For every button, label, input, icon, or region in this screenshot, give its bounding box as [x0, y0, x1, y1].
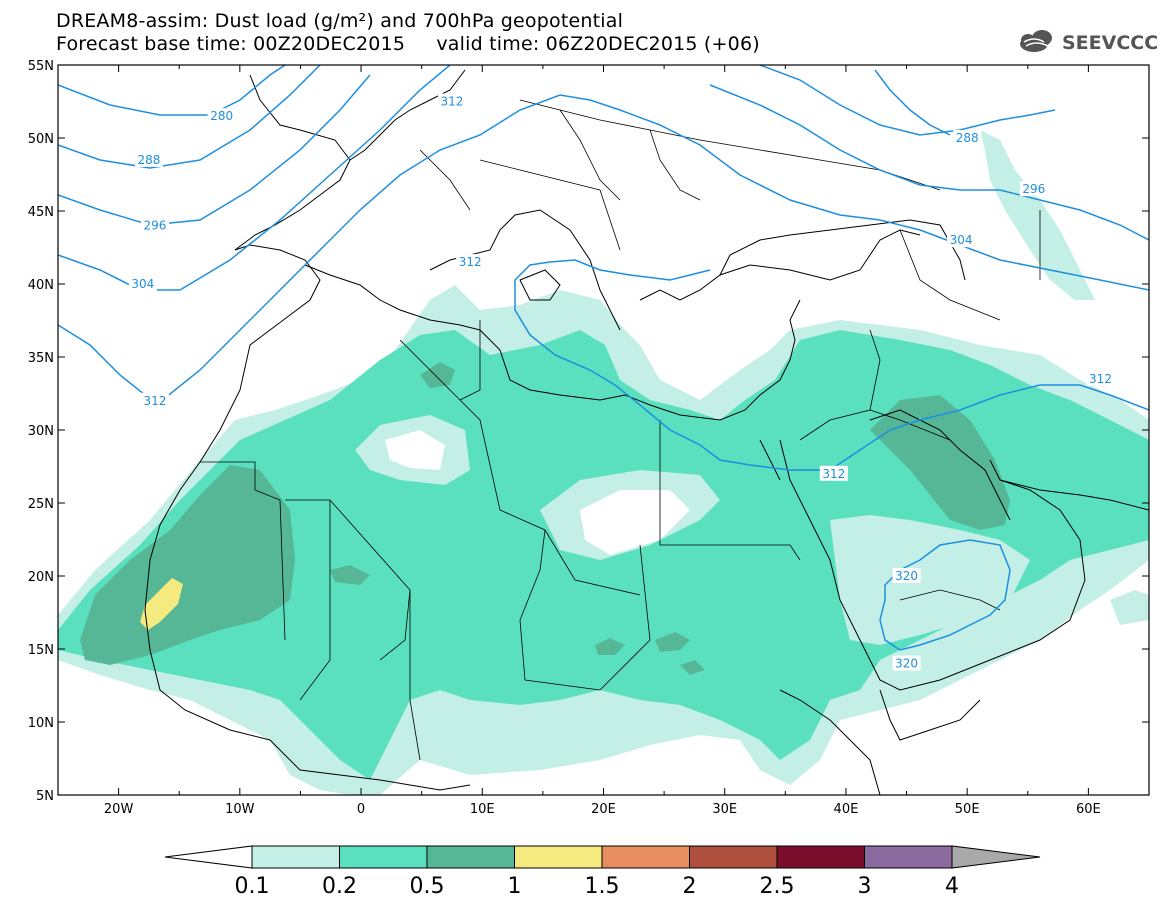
colorbar-label: 2.5 [760, 874, 795, 899]
contour-label-bg [892, 655, 921, 671]
logo-text: SEEVCCC [1062, 32, 1158, 54]
lon-tick-label: 10E [470, 802, 495, 817]
colorbar-box [689, 845, 778, 869]
colorbar: 0.1 0.2 0.5 1 1.5 2 2.5 3 4 [164, 845, 1041, 899]
contour-label: 296 [144, 219, 167, 233]
lat-tick-label: 45N [28, 205, 54, 220]
colorbar-box [514, 845, 603, 869]
contour-label: 288 [956, 131, 979, 145]
lon-tick-label: 20W [104, 802, 134, 817]
contour-label: 312 [144, 394, 167, 408]
latitude-axis: 55N 50N 45N 40N 35N 30N 25N 20N 15N 10N 5N [28, 59, 1149, 804]
colorbar-label: 4 [945, 874, 959, 899]
map-title: DREAM8-assim: Dust load (g/m²) and 700hP… [56, 10, 624, 32]
lon-tick-label: 10W [225, 802, 255, 817]
colorbar-under-triangle [164, 845, 253, 869]
colorbar-label: 0.1 [235, 874, 270, 899]
lat-tick-label: 55N [28, 59, 54, 74]
seevccc-logo: SEEVCCC [1020, 30, 1158, 54]
contour-label: 288 [137, 153, 160, 167]
lon-tick-label: 20E [591, 802, 616, 817]
contour-label-bg [128, 276, 157, 291]
contour-label-bg [819, 465, 848, 481]
contour-label: 280 [210, 109, 233, 123]
contour-labels: 280 288 296 304 312 312 312 312 312 288 296 304 320 3… [128, 93, 1115, 671]
dust-shade-1 [140, 578, 183, 630]
colorbar-box [601, 845, 690, 869]
contour-label-bg [1086, 370, 1115, 386]
lat-tick-label: 30N [28, 424, 54, 439]
contour-label-bg [456, 254, 485, 270]
colorbar-label: 3 [858, 874, 872, 899]
colorbar-label: 1.5 [585, 874, 620, 899]
contour-label-bg [437, 93, 466, 109]
forecast-time-line: Forecast base time: 00Z20DEC2015 valid t… [56, 33, 760, 55]
lat-tick-label: 20N [28, 570, 54, 585]
lat-tick-label: 35N [28, 351, 54, 366]
contour-label: 304 [950, 233, 973, 247]
lat-tick-label: 10N [28, 716, 54, 731]
contour-label-bg [140, 217, 169, 233]
colorbar-over-triangle [951, 845, 1041, 869]
cloud-icon [1020, 30, 1052, 52]
colorbar-box [339, 845, 428, 869]
contour-label-bg [953, 130, 982, 145]
contour-label-bg [134, 151, 163, 167]
contour-label: 320 [895, 569, 918, 583]
lon-tick-label: 30E [712, 802, 737, 817]
contour-label: 312 [822, 467, 845, 481]
lon-tick-label: 40E [834, 802, 859, 817]
colorbar-label: 0.2 [322, 874, 357, 899]
contour-label-bg [207, 108, 236, 124]
lon-tick-label: 60E [1076, 802, 1101, 817]
contour-label: 296 [1022, 182, 1045, 196]
colorbar-box [426, 845, 515, 869]
contour-label-bg [1019, 181, 1048, 197]
contour-label-bg [892, 568, 921, 583]
dust-field [58, 130, 1149, 795]
colorbar-label: 2 [683, 874, 697, 899]
colorbar-box [776, 845, 865, 869]
longitude-axis: 20W 10W 0 10E 20E 30E 40E 50E 60E [57, 65, 1150, 817]
contour-label: 320 [895, 657, 918, 671]
lat-tick-label: 25N [28, 497, 54, 512]
contour-label: 312 [1089, 372, 1112, 386]
lat-tick-label: 15N [28, 643, 54, 658]
political-borders [200, 99, 1041, 761]
contour-label: 312 [459, 255, 482, 269]
colorbar-box [864, 845, 953, 869]
contour-label: 304 [131, 277, 154, 291]
colorbar-box [251, 845, 340, 869]
lat-tick-label: 50N [28, 132, 54, 147]
contour-label-bg [947, 232, 976, 248]
lat-tick-label: 40N [28, 278, 54, 293]
lat-tick-label: 5N [36, 789, 54, 804]
colorbar-label: 1 [508, 874, 522, 899]
colorbar-label: 0.5 [410, 874, 445, 899]
dust-shade-0.5 [80, 465, 295, 665]
lon-tick-label: 0 [357, 802, 365, 817]
contour-label-bg [140, 392, 169, 408]
contour-label: 312 [441, 95, 464, 109]
lon-tick-label: 50E [955, 802, 980, 817]
